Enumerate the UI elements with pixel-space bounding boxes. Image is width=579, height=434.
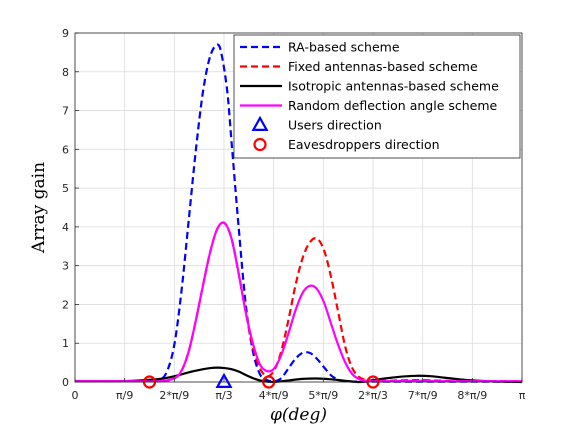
legend-item: Eavesdroppers direction <box>253 137 440 152</box>
x-tick-label: 2*π/3 <box>358 389 388 402</box>
y-tick-label: 3 <box>62 260 69 273</box>
y-tick-label: 1 <box>62 337 69 350</box>
users-direction-marker <box>215 372 233 388</box>
legend-label: RA-based scheme <box>288 40 400 55</box>
x-tick-label: π <box>519 389 526 402</box>
y-tick-label: 2 <box>62 298 69 311</box>
legend-triangle-icon <box>251 115 269 131</box>
x-tick-label: 5*π/9 <box>308 389 338 402</box>
legend: RA-based scheme Fixed antennas-based sche… <box>233 34 521 159</box>
legend-item: RA-based scheme <box>240 40 400 55</box>
x-axis-label: φ(deg) <box>270 405 327 425</box>
random-deflection-angle-scheme-line <box>75 221 522 383</box>
plot-frame <box>74 32 523 383</box>
y-tick-label: 0 <box>62 376 69 389</box>
legend-label: Eavesdroppers direction <box>288 137 440 152</box>
y-tick-label: 6 <box>62 143 69 156</box>
legend-label: Fixed antennas-based scheme <box>288 59 478 74</box>
y-tick-label: 8 <box>62 66 69 79</box>
x-tick-label: 7*π/9 <box>408 389 438 402</box>
x-tick-label: 4*π/9 <box>259 389 289 402</box>
y-tick-label: 4 <box>62 221 69 234</box>
legend-item: Fixed antennas-based scheme <box>240 59 478 74</box>
isotropic-antennas-based-scheme-line <box>74 366 523 384</box>
legend-label: Isotropic antennas-based scheme <box>288 79 499 94</box>
legend-item: Random deflection angle scheme <box>240 98 498 113</box>
y-tick-label: 9 <box>62 27 69 40</box>
y-tick-label: 7 <box>62 105 69 118</box>
x-tick-label: 0 <box>72 389 79 402</box>
legend-circle-icon <box>253 137 267 152</box>
legend-label: Random deflection angle scheme <box>288 98 498 113</box>
x-tick-label: π/9 <box>116 389 133 402</box>
legend-label: Users direction <box>288 118 382 133</box>
legend-box <box>233 34 521 159</box>
legend-item: Isotropic antennas-based scheme <box>240 79 499 94</box>
y-axis-label: Array gain <box>29 162 49 254</box>
x-tick-label: 8*π/9 <box>457 389 487 402</box>
x-tick-label: 2*π/9 <box>159 389 189 402</box>
y-tick-label: 5 <box>62 182 69 195</box>
x-tick-label: π/3 <box>215 389 232 402</box>
legend-item: Users direction <box>251 115 382 133</box>
tick-labels: 0 1 2 3 4 5 6 7 8 9 0 π/9 2*π/9 π/3 4*π/9 5*π/9 2*π/3 7*π… <box>62 27 526 402</box>
